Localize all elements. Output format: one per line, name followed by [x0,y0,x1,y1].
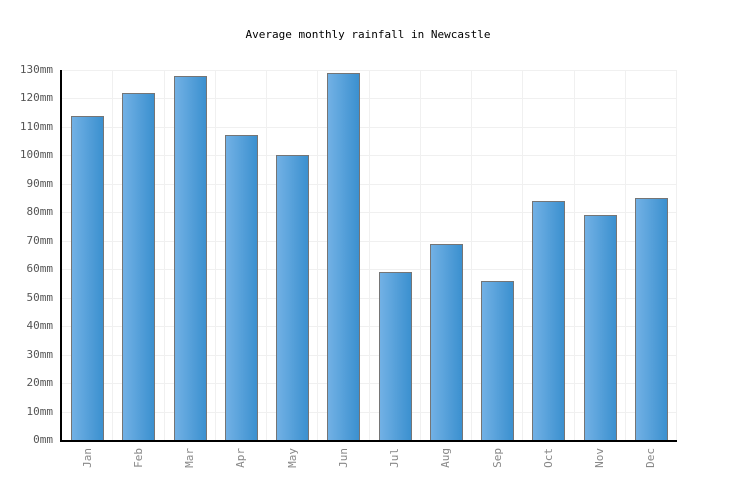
bar-slot-mar [165,75,216,440]
x-tick-label-dec: Dec [644,448,658,468]
v-gridline [676,70,677,440]
v-gridline [419,70,421,440]
y-tick-label-20: 20mm [26,376,54,390]
y-tick-label-120: 120mm [19,91,53,105]
y-tick-label-110: 110mm [19,119,53,133]
h-gridline [62,70,677,71]
v-gridline [163,70,165,440]
bar-slot-nov [575,215,626,440]
y-tick-label-90: 90mm [26,176,54,190]
h-gridline [62,297,677,299]
h-gridline [62,183,677,185]
v-gridline [214,70,216,440]
bar-mar[interactable] [173,75,207,440]
bar-slot-may [267,155,318,440]
y-tick-label-0: 0mm [33,433,53,446]
x-tick-label-sep: Sep [490,448,504,468]
x-tick-label-oct: Oct [541,448,555,468]
bar-jan[interactable] [71,115,105,440]
y-tick-label-40: 40mm [26,319,54,333]
bar-slot-apr [216,135,267,440]
bar-nov[interactable] [583,215,617,440]
bar-slot-jul [370,272,421,440]
x-tick-label-apr: Apr [234,448,248,468]
x-tick-label-jul: Jul [388,448,402,468]
y-tick-label-130: 130mm [19,63,53,76]
x-tick-label-aug: Aug [439,448,453,468]
h-gridline [62,383,677,385]
bar-jul[interactable] [378,272,412,440]
bar-apr[interactable] [224,135,258,440]
h-gridline [62,126,677,128]
x-tick-label-may: May [285,448,299,468]
y-tick-label-80: 80mm [26,205,54,219]
bar-may[interactable] [276,155,310,440]
h-gridline [62,326,677,328]
v-gridline [112,70,114,440]
x-tick-label-jan: Jan [80,448,94,468]
bar-slot-dec [626,198,677,440]
v-gridline [368,70,370,440]
chart-title: Average monthly rainfall in Newcastle [245,28,491,41]
h-gridline [62,354,677,356]
gridlines [62,70,677,440]
y-tick-label-50: 50mm [26,290,54,304]
bar-dec[interactable] [634,198,668,440]
bar-slot-jan [62,115,113,440]
bar-jun[interactable] [327,72,361,440]
y-tick-label-30: 30mm [26,347,54,361]
y-tick-label-70: 70mm [26,233,54,247]
v-gridline [573,70,575,440]
v-gridline [624,70,626,440]
bar-sep[interactable] [481,280,515,440]
x-axis-tick-labels: Jan Feb Mar Apr May Jun Jul Aug Sep Oct Nov Dec [62,448,677,493]
bar-slot-sep [472,280,523,440]
bar-slot-jun [318,72,369,440]
bar-series [62,70,677,440]
x-tick-label-mar: Mar [183,448,197,468]
h-gridline [62,98,677,100]
bar-slot-aug [421,243,472,440]
v-gridline [522,70,524,440]
y-axis-tick-labels: 0mm 10mm 20mm 30mm 40mm 50mm 60mm 70mm 80mm 90mm 1… [0,63,56,446]
h-gridline [62,212,677,214]
bar-slot-oct [523,200,574,440]
v-gridline [266,70,267,440]
bar-aug[interactable] [429,243,463,440]
v-gridline [471,70,472,440]
bar-oct[interactable] [532,200,566,440]
h-gridline [62,240,677,242]
x-tick-label-nov: Nov [593,448,607,468]
h-gridline [62,269,677,271]
y-tick-label-10: 10mm [26,404,54,418]
bar-feb[interactable] [122,92,156,440]
v-gridline [317,70,319,440]
y-tick-label-60: 60mm [26,262,54,276]
x-tick-label-feb: Feb [131,448,145,468]
h-gridline [62,411,677,413]
x-tick-label-jun: Jun [336,448,350,468]
plot-area [60,70,677,442]
bar-slot-feb [113,92,164,440]
y-tick-label-100: 100mm [19,148,53,162]
h-gridline [62,155,677,157]
